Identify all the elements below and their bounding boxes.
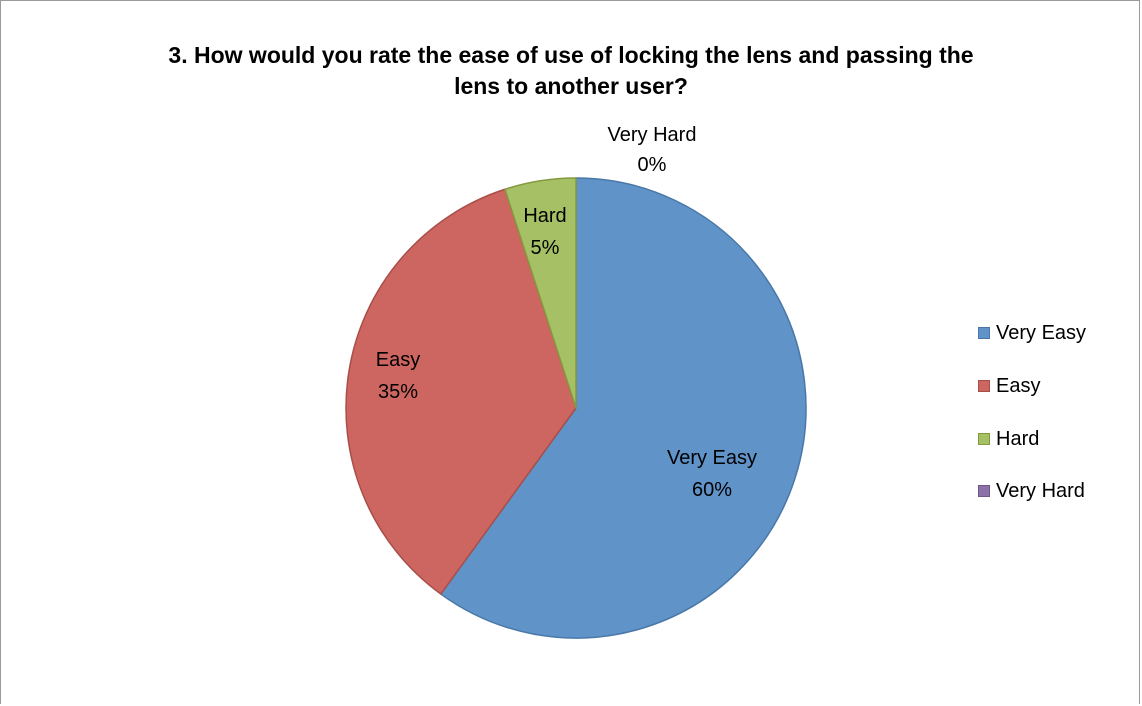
data-label-category-hard: Hard	[523, 205, 566, 227]
data-label-value-hard: 5%	[531, 237, 560, 259]
chart-legend: Very Easy Easy Hard Very Hard	[978, 0, 1138, 706]
legend-swatch-very-easy	[978, 327, 990, 339]
data-label-value-easy: 35%	[378, 381, 418, 403]
legend-item-hard: Hard	[978, 425, 1039, 453]
data-label-category-very-hard: Very Hard	[608, 124, 697, 146]
legend-swatch-hard	[978, 433, 990, 445]
legend-item-very-easy: Very Easy	[978, 319, 1086, 347]
legend-item-easy: Easy	[978, 372, 1040, 400]
data-label-category-very-easy: Very Easy	[667, 447, 757, 469]
legend-label-very-hard: Very Hard	[996, 479, 1085, 502]
legend-label-hard: Hard	[996, 427, 1040, 450]
chart-title: 3. How would you rate the ease of use of…	[0, 40, 1142, 102]
pie-slice-hard	[504, 177, 577, 409]
data-label-value-very-hard: 0%	[638, 154, 667, 176]
legend-label-easy: Easy	[996, 374, 1041, 397]
pie-slice-easy	[345, 188, 577, 595]
legend-label-very-easy: Very Easy	[996, 321, 1087, 344]
legend-item-very-hard: Very Hard	[978, 477, 1085, 505]
legend-swatch-very-hard	[978, 485, 990, 497]
data-label-value-very-easy: 60%	[692, 479, 732, 501]
data-label-category-easy: Easy	[376, 349, 420, 371]
chart-title-line-1: 3. How would you rate the ease of use of…	[168, 42, 974, 68]
legend-swatch-easy	[978, 380, 990, 392]
chart-title-line-2: lens to another user?	[454, 73, 688, 99]
pie-slice-very-easy	[440, 177, 807, 639]
